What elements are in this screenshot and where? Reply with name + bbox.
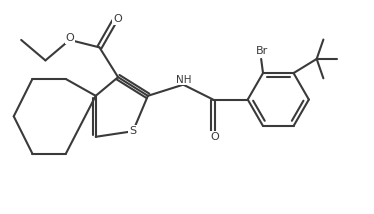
Text: O: O (211, 132, 219, 142)
Text: NH: NH (175, 75, 191, 85)
Text: S: S (129, 126, 137, 136)
Text: O: O (113, 14, 122, 24)
Text: Br: Br (256, 46, 268, 56)
Text: O: O (65, 33, 74, 43)
